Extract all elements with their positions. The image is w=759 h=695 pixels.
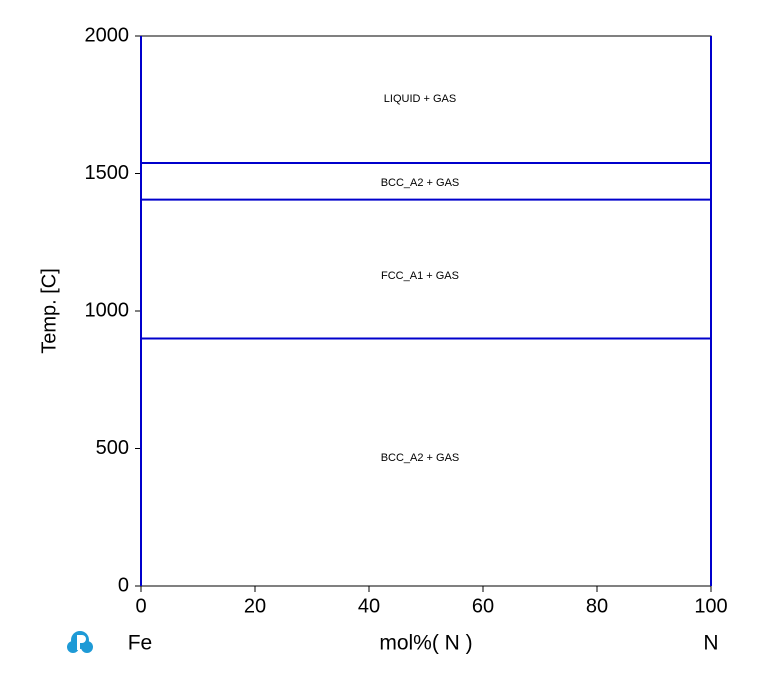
y-tick-label: 500	[96, 437, 129, 459]
x-tick-label: 80	[586, 595, 608, 617]
x-tick-label: 100	[694, 595, 727, 617]
x-axis-label: mol%( N )	[379, 632, 472, 655]
x-tick-label: 0	[135, 595, 146, 617]
x-tick-label: 60	[472, 595, 494, 617]
y-tick-label: 1500	[85, 162, 130, 184]
y-tick-label: 0	[118, 574, 129, 596]
region-label: LIQUID + GAS	[384, 93, 456, 105]
x-tick-label: 20	[244, 595, 266, 617]
plot-frame	[140, 35, 712, 587]
right-component: N	[703, 632, 718, 655]
region-label: FCC_A1 + GAS	[381, 270, 459, 282]
y-tick-label: 1000	[85, 299, 130, 321]
left-component: Fe	[128, 632, 153, 655]
y-axis-label: Temp. [C]	[38, 268, 60, 354]
region-label: BCC_A2 + GAS	[381, 177, 460, 189]
x-tick-label: 40	[358, 595, 380, 617]
y-tick-label: 2000	[85, 24, 130, 46]
logo	[67, 631, 93, 653]
region-label: BCC_A2 + GAS	[381, 452, 460, 464]
